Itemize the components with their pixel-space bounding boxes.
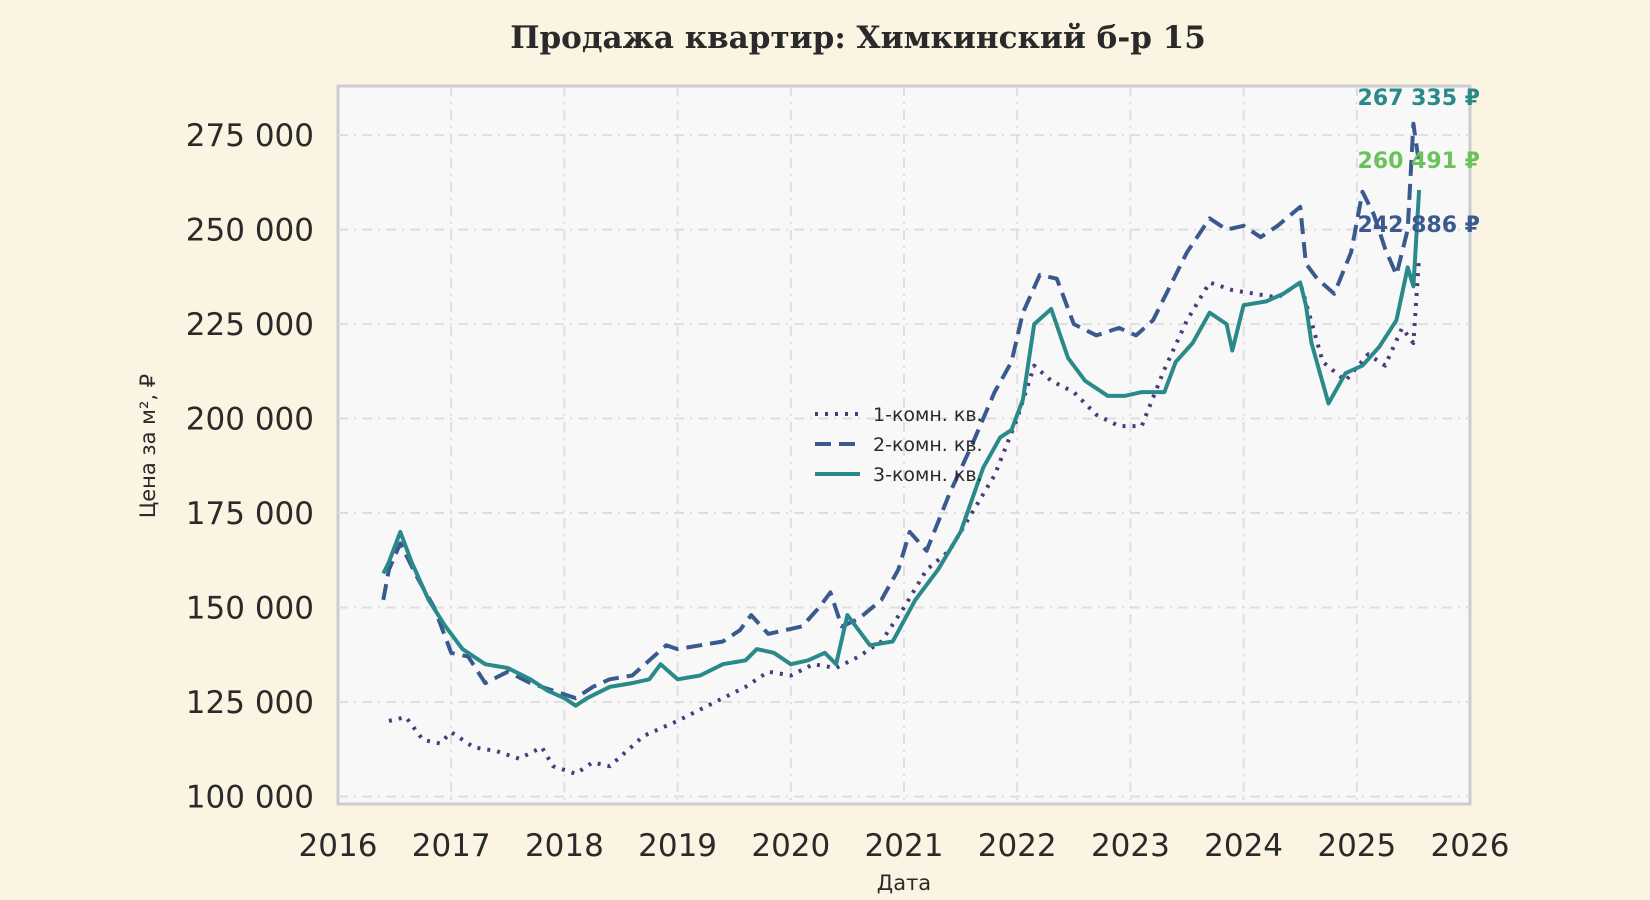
- plot-area: [336, 84, 1472, 806]
- y-axis-label: Цена за м², ₽: [136, 374, 160, 518]
- legend: 1-комн. кв. 2-комн. кв. 3-комн. кв.: [815, 404, 983, 486]
- legend-entry: 2-комн. кв.: [873, 434, 983, 456]
- y-tick-label: 150 000: [186, 590, 314, 626]
- legend-entry: 3-комн. кв.: [873, 464, 983, 486]
- end-value-label: 267 335 ₽: [1358, 86, 1480, 111]
- y-tick-label: 225 000: [186, 307, 314, 343]
- y-tick-label: 275 000: [186, 118, 314, 154]
- x-tick-label: 2026: [1431, 828, 1510, 864]
- legend-entry: 1-комн. кв.: [873, 404, 983, 426]
- x-axis-ticks: 2016 2017 2018 2019 2020 2021 2022 2023 2024 2025…: [299, 828, 1510, 864]
- x-axis-label: Дата: [877, 871, 931, 895]
- y-tick-label: 200 000: [186, 402, 314, 438]
- grid: [338, 86, 1470, 804]
- x-tick-label: 2021: [865, 828, 944, 864]
- x-tick-label: 2025: [1317, 828, 1396, 864]
- y-tick-label: 125 000: [186, 685, 314, 721]
- x-tick-label: 2022: [978, 828, 1057, 864]
- y-axis-ticks: 100 000 125 000 150 000 175 000 200 000 225 0…: [186, 118, 314, 815]
- x-tick-label: 2020: [751, 828, 830, 864]
- end-value-label: 242 886 ₽: [1358, 213, 1480, 238]
- series-line-3: [381, 189, 1422, 708]
- y-tick-label: 175 000: [186, 496, 314, 532]
- y-tick-label: 100 000: [186, 779, 314, 815]
- end-value-label: 260 491 ₽: [1358, 149, 1480, 174]
- y-tick-label: 250 000: [186, 213, 314, 249]
- x-tick-label: 2019: [638, 828, 717, 864]
- x-tick-label: 2024: [1204, 828, 1283, 864]
- x-tick-label: 2016: [299, 828, 378, 864]
- end-labels: 267 335 ₽ 260 491 ₽ 242 886 ₽: [1358, 86, 1480, 238]
- x-tick-label: 2018: [525, 828, 604, 864]
- chart-title: Продажа квартир: Химкинский б-р 15: [510, 20, 1206, 56]
- series-line-2: [381, 121, 1422, 701]
- x-tick-label: 2023: [1091, 828, 1170, 864]
- x-tick-label: 2017: [412, 828, 491, 864]
- series-lines: [381, 121, 1422, 776]
